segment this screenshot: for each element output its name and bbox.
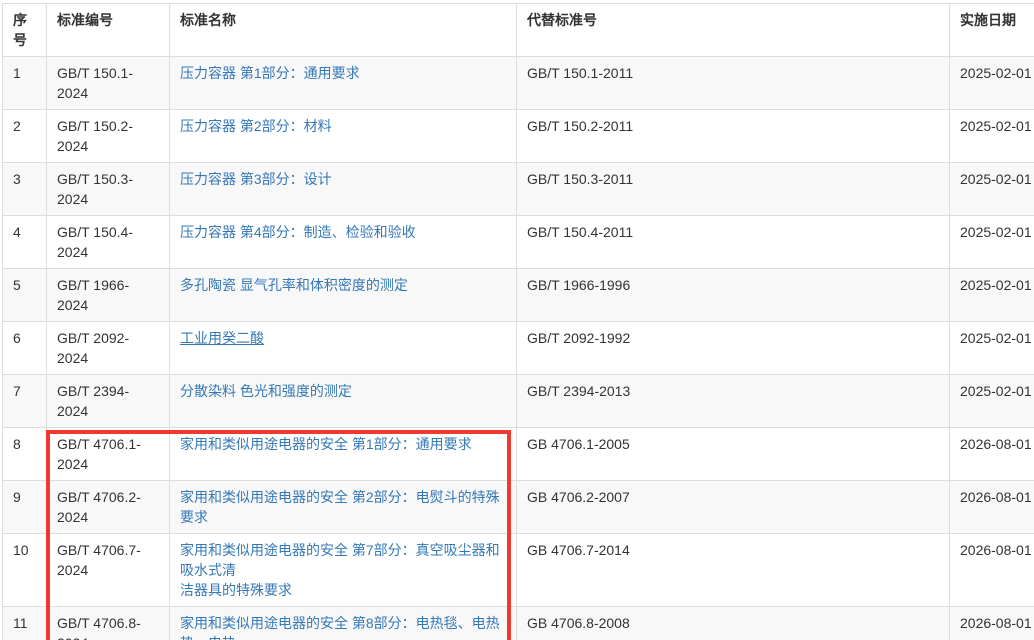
standard-name-link[interactable]: 家用和类似用途电器的安全 第8部分：电热毯、电热垫、电热 衣及类似柔性发热器具的… [180, 615, 500, 640]
standard-name-link[interactable]: 家用和类似用途电器的安全 第2部分：电熨斗的特殊要求 [180, 489, 500, 525]
table-row: 2 GB/T 150.2-2024 压力容器 第2部分：材料 GB/T 150.2-2… [2, 109, 1034, 163]
standard-code-cell: GB/T 4706.1-2024 [46, 427, 170, 481]
serial-cell: 2 [2, 109, 47, 163]
implementation-date-cell: 2025-02-01 [949, 215, 1034, 269]
table-row: 6 GB/T 2092-2024 工业用癸二酸 GB/T 2092-1992 2025-… [2, 321, 1034, 375]
serial-cell: 8 [2, 427, 47, 481]
standard-name-link[interactable]: 压力容器 第2部分：材料 [180, 118, 332, 134]
standard-name-link[interactable]: 家用和类似用途电器的安全 第1部分：通用要求 [180, 436, 472, 452]
serial-cell: 7 [2, 374, 47, 428]
serial-cell: 1 [2, 56, 47, 110]
implementation-date-cell: 2025-02-01 [949, 268, 1034, 322]
standard-name-link[interactable]: 多孔陶瓷 显气孔率和体积密度的测定 [180, 277, 408, 293]
standard-code-cell: GB/T 150.2-2024 [46, 109, 170, 163]
standards-table: 序号 标准编号 标准名称 代替标准号 实施日期 1 GB/T 150.1-2024… [2, 3, 1034, 640]
standard-code-cell: GB/T 150.3-2024 [46, 162, 170, 216]
column-header-serial: 序号 [2, 3, 47, 57]
standard-code-cell: GB/T 150.4-2024 [46, 215, 170, 269]
replaced-standard-cell: GB 4706.7-2014 [516, 533, 950, 607]
table-header: 序号 标准编号 标准名称 代替标准号 实施日期 [2, 3, 1034, 57]
implementation-date-cell: 2026-08-01 [949, 533, 1034, 607]
standard-code-cell: GB/T 4706.2-2024 [46, 480, 170, 534]
standard-code-cell: GB/T 4706.7-2024 [46, 533, 170, 607]
standard-name-cell: 工业用癸二酸 [169, 321, 517, 375]
implementation-date-cell: 2025-02-01 [949, 321, 1034, 375]
replaced-standard-cell: GB/T 150.1-2011 [516, 56, 950, 110]
table-row: 9 GB/T 4706.2-2024 家用和类似用途电器的安全 第2部分：电熨斗的特… [2, 480, 1034, 534]
standard-name-cell: 家用和类似用途电器的安全 第8部分：电热毯、电热垫、电热 衣及类似柔性发热器具的… [169, 606, 517, 640]
standard-name-link[interactable]: 家用和类似用途电器的安全 第7部分：真空吸尘器和吸水式清 洁器具的特殊要求 [180, 542, 500, 598]
standard-name-cell: 分散染料 色光和强度的测定 [169, 374, 517, 428]
standard-name-cell: 压力容器 第2部分：材料 [169, 109, 517, 163]
replaced-standard-cell: GB/T 2092-1992 [516, 321, 950, 375]
table-row: 8 GB/T 4706.1-2024 家用和类似用途电器的安全 第1部分：通用要求 G… [2, 427, 1034, 481]
standard-name-link[interactable]: 压力容器 第4部分：制造、检验和验收 [180, 224, 416, 240]
replaced-standard-cell: GB/T 1966-1996 [516, 268, 950, 322]
column-header-implementation-date: 实施日期 [949, 3, 1034, 57]
column-header-replaced-code: 代替标准号 [516, 3, 950, 57]
standard-code-cell: GB/T 4706.8-2024 [46, 606, 170, 640]
serial-cell: 5 [2, 268, 47, 322]
implementation-date-cell: 2026-08-01 [949, 480, 1034, 534]
standard-name-cell: 多孔陶瓷 显气孔率和体积密度的测定 [169, 268, 517, 322]
serial-cell: 9 [2, 480, 47, 534]
implementation-date-cell: 2025-02-01 [949, 109, 1034, 163]
standard-name-cell: 压力容器 第3部分：设计 [169, 162, 517, 216]
table-row: 1 GB/T 150.1-2024 压力容器 第1部分：通用要求 GB/T 150.1… [2, 56, 1034, 110]
standard-name-link[interactable]: 分散染料 色光和强度的测定 [180, 383, 352, 399]
replaced-standard-cell: GB/T 150.3-2011 [516, 162, 950, 216]
table-body: 1 GB/T 150.1-2024 压力容器 第1部分：通用要求 GB/T 150.1… [2, 56, 1034, 640]
column-header-standard-name: 标准名称 [169, 3, 517, 57]
standard-code-cell: GB/T 150.1-2024 [46, 56, 170, 110]
standard-name-cell: 压力容器 第1部分：通用要求 [169, 56, 517, 110]
replaced-standard-cell: GB/T 150.2-2011 [516, 109, 950, 163]
replaced-standard-cell: GB 4706.2-2007 [516, 480, 950, 534]
implementation-date-cell: 2025-02-01 [949, 162, 1034, 216]
standard-code-cell: GB/T 1966-2024 [46, 268, 170, 322]
column-header-standard-code: 标准编号 [46, 3, 170, 57]
standard-name-cell: 家用和类似用途电器的安全 第2部分：电熨斗的特殊要求 [169, 480, 517, 534]
standard-name-link[interactable]: 压力容器 第3部分：设计 [180, 171, 332, 187]
serial-cell: 10 [2, 533, 47, 607]
implementation-date-cell: 2025-02-01 [949, 374, 1034, 428]
standard-name-cell: 家用和类似用途电器的安全 第1部分：通用要求 [169, 427, 517, 481]
replaced-standard-cell: GB/T 150.4-2011 [516, 215, 950, 269]
standard-code-cell: GB/T 2394-2024 [46, 374, 170, 428]
standard-name-cell: 压力容器 第4部分：制造、检验和验收 [169, 215, 517, 269]
table-row: 3 GB/T 150.3-2024 压力容器 第3部分：设计 GB/T 150.3-2… [2, 162, 1034, 216]
table-row: 4 GB/T 150.4-2024 压力容器 第4部分：制造、检验和验收 GB/T 1… [2, 215, 1034, 269]
serial-cell: 4 [2, 215, 47, 269]
replaced-standard-cell: GB 4706.8-2008 [516, 606, 950, 640]
implementation-date-cell: 2025-02-01 [949, 56, 1034, 110]
standard-name-link[interactable]: 压力容器 第1部分：通用要求 [180, 65, 360, 81]
serial-cell: 11 [2, 606, 47, 640]
implementation-date-cell: 2026-08-01 [949, 427, 1034, 481]
implementation-date-cell: 2026-08-01 [949, 606, 1034, 640]
serial-cell: 3 [2, 162, 47, 216]
table-row: 5 GB/T 1966-2024 多孔陶瓷 显气孔率和体积密度的测定 GB/T 196… [2, 268, 1034, 322]
header-row: 序号 标准编号 标准名称 代替标准号 实施日期 [2, 3, 1034, 57]
standard-name-link[interactable]: 工业用癸二酸 [180, 330, 264, 346]
standard-name-cell: 家用和类似用途电器的安全 第7部分：真空吸尘器和吸水式清 洁器具的特殊要求 [169, 533, 517, 607]
table-row: 7 GB/T 2394-2024 分散染料 色光和强度的测定 GB/T 2394-20… [2, 374, 1034, 428]
standard-code-cell: GB/T 2092-2024 [46, 321, 170, 375]
replaced-standard-cell: GB 4706.1-2005 [516, 427, 950, 481]
table-row: 10 GB/T 4706.7-2024 家用和类似用途电器的安全 第7部分：真空吸尘… [2, 533, 1034, 607]
replaced-standard-cell: GB/T 2394-2013 [516, 374, 950, 428]
serial-cell: 6 [2, 321, 47, 375]
